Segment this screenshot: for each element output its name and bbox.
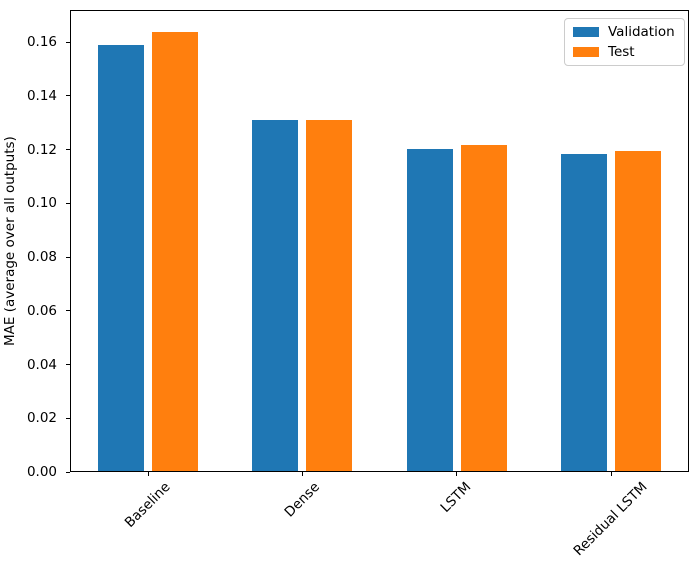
- x-tick-label-residual-lstm: Residual LSTM: [570, 479, 651, 560]
- y-tick-mark: [66, 202, 70, 204]
- y-tick-label: 0.04: [26, 356, 57, 373]
- x-tick-mark: [456, 472, 458, 476]
- bar-test-dense: [306, 120, 353, 472]
- y-tick-mark: [66, 310, 70, 312]
- x-tick-mark: [301, 472, 303, 476]
- x-tick-label-lstm: LSTM: [437, 479, 475, 516]
- legend-label-validation: Validation: [608, 24, 675, 40]
- y-tick-label: 0.16: [26, 34, 57, 51]
- y-tick-mark: [66, 471, 70, 473]
- bar-validation-baseline: [98, 44, 144, 472]
- bar-validation-lstm: [406, 148, 453, 472]
- legend-swatch-test-icon: [573, 47, 599, 57]
- y-tick-label: 0.12: [26, 141, 57, 158]
- legend-item-validation: Validation: [573, 24, 675, 40]
- x-tick-mark: [610, 472, 612, 476]
- y-tick-mark: [66, 256, 70, 258]
- y-tick-label: 0.08: [26, 249, 57, 266]
- legend: Validation Test: [564, 18, 685, 66]
- legend-label-test: Test: [608, 44, 635, 60]
- bar-validation-residual-lstm: [561, 154, 607, 472]
- y-tick-label: 0.10: [26, 195, 57, 212]
- legend-item-test: Test: [573, 44, 675, 60]
- legend-swatch-validation-icon: [573, 27, 599, 37]
- y-tick-mark: [66, 41, 70, 43]
- bar-test-residual-lstm: [615, 150, 661, 472]
- bar-validation-dense: [252, 120, 299, 472]
- y-tick-label: 0.06: [26, 302, 57, 319]
- y-tick-label: 0.02: [26, 410, 57, 427]
- bar-test-lstm: [460, 144, 507, 472]
- y-tick-label: 0.00: [26, 464, 57, 480]
- bar-test-baseline: [152, 32, 198, 472]
- y-tick-mark: [66, 95, 70, 97]
- y-tick-mark: [66, 364, 70, 366]
- x-tick-label-baseline: Baseline: [121, 479, 174, 531]
- y-tick-mark: [66, 417, 70, 419]
- plot-area: [70, 10, 689, 472]
- x-tick-label-dense: Dense: [281, 479, 323, 521]
- y-tick-label: 0.14: [26, 87, 57, 104]
- x-tick-mark: [147, 472, 149, 476]
- y-tick-mark: [66, 149, 70, 151]
